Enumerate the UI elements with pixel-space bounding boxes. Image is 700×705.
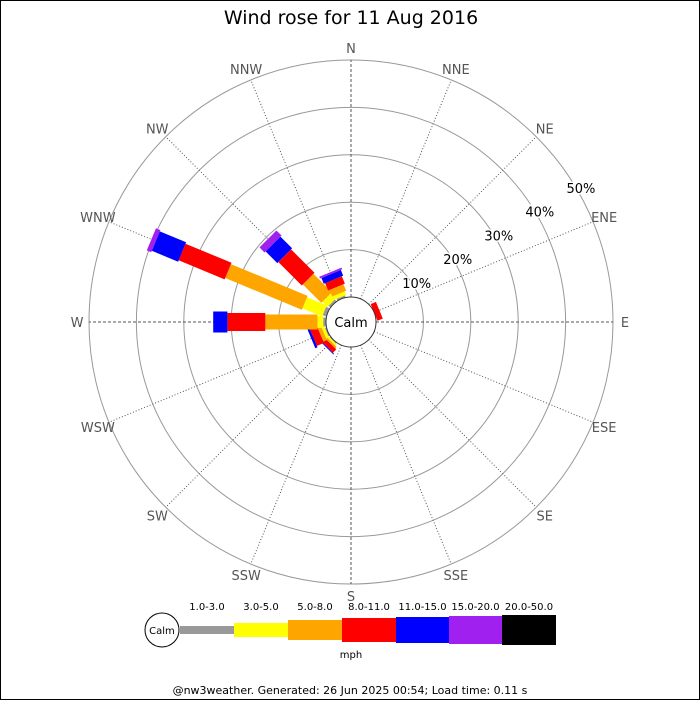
- petal-w-bin-4: [213, 311, 228, 333]
- petal-ene-bin-3: [370, 301, 383, 321]
- petal-wnw-bin-4: [151, 231, 187, 262]
- ring-label: 10%: [402, 277, 431, 292]
- petal-nw-bin-5: [259, 230, 282, 253]
- ring-label: 30%: [484, 229, 513, 244]
- direction-label: W: [71, 316, 84, 331]
- petal-nw-bin-3: [278, 249, 315, 286]
- legend-swatch-6: [502, 615, 556, 645]
- calm-circle: Calm: [325, 296, 377, 348]
- ring-label: 50%: [566, 182, 595, 197]
- petal-wnw-bin-0: [322, 306, 330, 317]
- direction-label: S: [347, 590, 355, 605]
- chart-title: Wind rose for 11 Aug 2016: [224, 7, 478, 29]
- calm-label: Calm: [334, 316, 367, 331]
- petal-w-bin-2: [265, 314, 318, 330]
- ring-label: 20%: [443, 253, 472, 268]
- petal-nw-bin-2: [302, 273, 332, 303]
- direction-label: NNW: [230, 63, 262, 78]
- direction-spoke: [360, 79, 452, 300]
- petal-wsw-bin-3: [310, 326, 324, 346]
- petal-nnw-bin-4: [321, 269, 344, 284]
- petal-sw-bin-2: [324, 336, 337, 349]
- direction-label: NNE: [442, 63, 470, 78]
- legend-swatch-3: [342, 618, 396, 642]
- petal-wsw-bin-0: [324, 327, 330, 337]
- direction-label: WNW: [80, 211, 116, 226]
- ring-labels: 10% 20% 30% 40% 50%: [401, 181, 597, 294]
- legend-unit-label: mph: [340, 650, 362, 661]
- direction-label: SSE: [443, 569, 468, 584]
- legend-swatch-1: [234, 623, 288, 637]
- direction-spoke: [250, 79, 342, 300]
- direction-spoke: [360, 344, 452, 565]
- legend-swatch-0: [180, 626, 234, 634]
- direction-label: NE: [536, 122, 554, 137]
- direction-spoke: [373, 221, 594, 313]
- petal-nw-bin-0: [328, 299, 337, 308]
- petal-wnw-bin-1: [302, 297, 327, 317]
- direction-spoke: [368, 339, 537, 508]
- direction-label: WSW: [81, 421, 115, 436]
- petal-w-bin-1: [317, 316, 324, 328]
- direction-label: SSW: [231, 569, 261, 584]
- petal-nw-bin-4: [265, 236, 293, 264]
- direction-label: E: [621, 316, 629, 331]
- petal-wnw-bin-5: [146, 228, 161, 253]
- legend-bin-label: 3.0-5.0: [243, 602, 278, 613]
- ring-label: 40%: [525, 206, 554, 221]
- direction-label: NW: [146, 122, 169, 137]
- legend-bin-label: 20.0-50.0: [505, 602, 553, 613]
- petal-w-bin-3: [227, 313, 266, 331]
- legend-bin-label: 11.0-15.0: [398, 602, 446, 613]
- legend-bin-label: 8.0-11.0: [348, 602, 390, 613]
- direction-spoke: [373, 331, 594, 423]
- legend-swatch-4: [396, 617, 449, 643]
- petal-w-bin-0: [323, 317, 326, 327]
- legend-swatch-2: [288, 620, 342, 640]
- petal-wsw-bin-4: [307, 327, 318, 349]
- calm-circle-shape: [325, 296, 377, 348]
- petal-wsw-bin-1: [321, 326, 329, 339]
- wind-petals: [146, 228, 383, 355]
- direction-label: ENE: [591, 211, 617, 226]
- petal-nnw-bin-5: [319, 267, 343, 279]
- petal-nnw-bin-0: [336, 295, 346, 301]
- legend-bin-label: 1.0-3.0: [189, 602, 224, 613]
- direction-spoke: [250, 344, 342, 565]
- direction-label: ESE: [592, 421, 617, 436]
- direction-spoke: [165, 339, 334, 508]
- petal-wsw-bin-2: [317, 326, 327, 342]
- petal-nw-bin-1: [322, 293, 336, 307]
- direction-label: SW: [147, 510, 168, 525]
- speed-legend: Calm 1.0-3.0 3.0-5.0 5.0-8.0 8.0-11.0 11.0-15…: [144, 602, 556, 661]
- legend-calm-label: Calm: [149, 626, 175, 637]
- petal-wnw-bin-2: [225, 264, 308, 310]
- legend-bin-label: 5.0-8.0: [297, 602, 332, 613]
- legend-bin-label: 15.0-20.0: [451, 602, 499, 613]
- direction-label: N: [346, 42, 356, 57]
- petal-nnw-bin-1: [333, 291, 347, 300]
- footer-text: @nw3weather. Generated: 26 Jun 2025 00:5…: [173, 684, 528, 697]
- direction-label: SE: [537, 510, 553, 525]
- legend-swatch-5: [449, 616, 502, 644]
- petal-nnw-bin-2: [329, 284, 347, 297]
- legend-calm-circle: [144, 612, 180, 648]
- petal-nnw-bin-3: [325, 276, 345, 291]
- direction-spoke: [108, 331, 329, 423]
- petal-sw-bin-1: [327, 336, 337, 346]
- petal-wnw-bin-3: [178, 243, 232, 280]
- grid-ring: [135, 106, 567, 538]
- direction-spoke: [368, 136, 537, 305]
